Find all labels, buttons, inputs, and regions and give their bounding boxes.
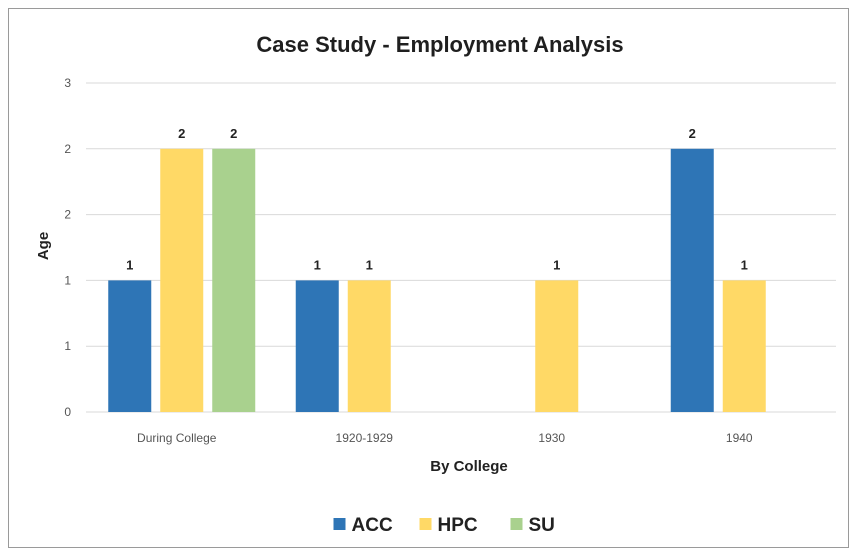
y-tick-label: 2 (64, 208, 71, 222)
bar-hpc (347, 280, 391, 412)
legend-swatch-hpc (419, 518, 432, 530)
x-axis-label: By College (430, 458, 508, 475)
x-tick-label: 1930 (538, 431, 565, 445)
legend-label-hpc: HPC (438, 515, 478, 536)
y-tick-label: 0 (64, 405, 71, 419)
data-label: 1 (366, 257, 373, 272)
y-tick-label: 1 (64, 273, 71, 287)
x-tick-label: During College (137, 431, 217, 445)
bar-acc (108, 280, 152, 412)
chart-title: Case Study - Employment Analysis (256, 32, 623, 57)
y-tick-label: 2 (64, 142, 71, 156)
bars (108, 148, 766, 413)
data-label: 2 (178, 126, 185, 141)
x-tick-label: 1920-1929 (336, 431, 394, 445)
data-label: 2 (230, 126, 237, 141)
data-label: 1 (314, 257, 321, 272)
y-tick-label: 3 (64, 76, 71, 90)
legend-swatch-su (510, 518, 523, 530)
y-axis-label: Age (35, 232, 52, 260)
bar-acc (670, 148, 714, 413)
x-axis-ticks: During College 1920-1929 1930 1940 (137, 431, 753, 445)
legend: ACC HPC SU (333, 515, 555, 536)
bar-su (212, 148, 256, 413)
legend-label-acc: ACC (352, 515, 393, 536)
legend-label-su: SU (529, 515, 555, 536)
bar-hpc (535, 280, 579, 412)
legend-swatch-acc (333, 518, 346, 530)
y-tick-label: 1 (64, 339, 71, 353)
x-tick-label: 1940 (726, 431, 753, 445)
bar-hpc (722, 280, 766, 412)
data-label: 1 (553, 257, 560, 272)
bar-acc (295, 280, 339, 412)
y-axis-ticks: 0 1 1 2 2 3 (64, 76, 71, 419)
data-label: 2 (689, 126, 696, 141)
data-label: 1 (126, 257, 133, 272)
data-label: 1 (741, 257, 748, 272)
bar-hpc (160, 148, 204, 413)
data-labels: 1 2 2 1 1 1 2 1 (126, 126, 748, 273)
